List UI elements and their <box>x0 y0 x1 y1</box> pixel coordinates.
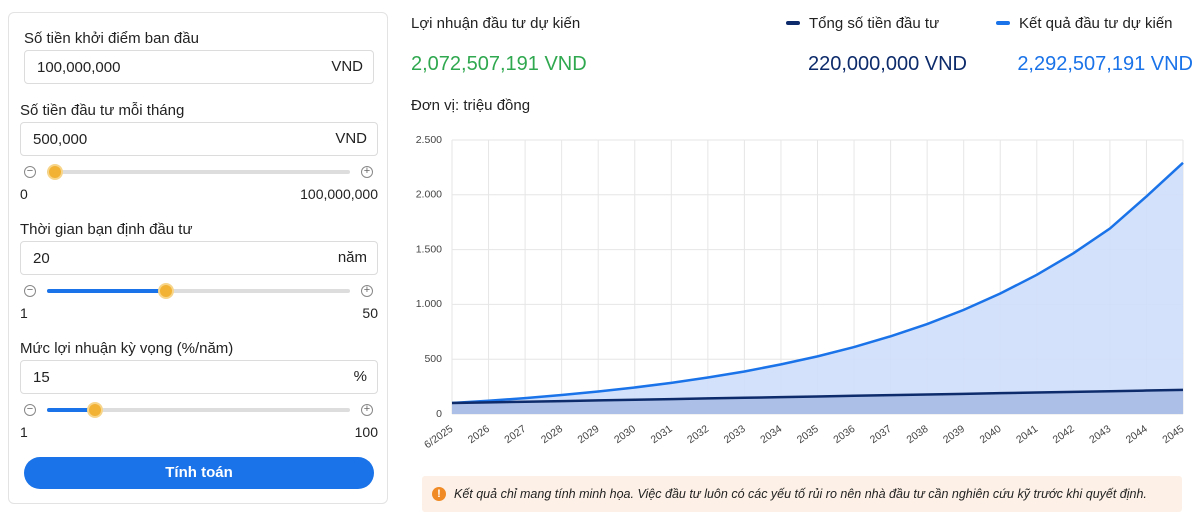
slider-track[interactable] <box>47 289 350 293</box>
y-tick-label: 0 <box>436 408 442 420</box>
slider-max: 100,000,000 <box>300 186 378 202</box>
input-unit: VND <box>331 58 363 75</box>
x-tick-label: 2035 <box>795 423 821 446</box>
decrement-button[interactable]: − <box>24 285 36 297</box>
slider-min: 0 <box>20 186 28 202</box>
slider-max: 50 <box>362 305 378 321</box>
input-unit: % <box>353 368 367 385</box>
x-tick-label: 2036 <box>831 423 857 446</box>
slider-fill <box>47 289 166 293</box>
slider-track[interactable] <box>47 408 350 412</box>
y-tick-label: 1.000 <box>416 298 442 310</box>
input-value: 20 <box>33 250 50 267</box>
x-tick-label: 2026 <box>466 423 492 446</box>
x-tick-label: 2029 <box>575 423 601 446</box>
x-tick-label: 2034 <box>758 423 784 446</box>
slider-min: 1 <box>20 305 28 321</box>
disclaimer-text: Kết quả chỉ mang tính minh họa. Việc đầu… <box>454 487 1147 501</box>
field-label: Số tiền đầu tư mỗi tháng <box>20 102 185 119</box>
total-invested-value: 220,000,000 VND <box>807 53 967 75</box>
line <box>451 388 1184 405</box>
y-tick-label: 2.500 <box>416 134 442 146</box>
text-input[interactable]: 15 % <box>20 360 378 394</box>
x-tick-label: 2038 <box>904 423 930 446</box>
x-tick-label: 2044 <box>1124 423 1150 446</box>
chart: 0 500 1.000 1.500 2.000 2.500 6/2025 2026 2027 20… <box>416 134 1187 451</box>
disclaimer: ! Kết quả chỉ mang tính minh họa. Việc đ… <box>422 476 1182 512</box>
slider-track[interactable] <box>47 170 350 174</box>
profit-label: Lợi nhuận đầu tư dự kiến <box>411 15 581 32</box>
text-input[interactable]: 20 năm <box>20 241 378 275</box>
x-tick-label: 2031 <box>649 423 675 446</box>
input-value: 100,000,000 <box>37 59 121 76</box>
input-value: 500,000 <box>33 131 88 148</box>
text-input[interactable]: 500,000 VND <box>20 122 378 156</box>
x-tick-label: 6/2025 <box>422 423 455 451</box>
legend-swatch <box>786 21 800 25</box>
x-tick-label: 2041 <box>1014 423 1040 446</box>
field-label: Thời gian bạn định đầu tư <box>20 221 193 238</box>
x-tick-label: 2045 <box>1160 423 1186 446</box>
increment-button[interactable]: + <box>361 285 373 297</box>
x-tick-label: 2040 <box>978 423 1004 446</box>
input-value: 15 <box>33 369 50 386</box>
x-tick-label: 2043 <box>1087 423 1113 446</box>
increment-button[interactable]: + <box>361 404 373 416</box>
legend-label: Kết quả đầu tư dự kiến <box>1019 15 1173 32</box>
slider-max: 100 <box>354 424 378 440</box>
input-unit: năm <box>337 249 367 266</box>
y-tick-label: 1.500 <box>416 243 442 255</box>
x-tick-label: 2032 <box>685 423 711 446</box>
y-tick-label: 500 <box>424 353 442 365</box>
area <box>452 162 1183 414</box>
legend-label: Tổng số tiền đầu tư <box>809 15 940 32</box>
line <box>451 161 1184 405</box>
field-label: Số tiền khởi điểm ban đầu <box>24 30 199 47</box>
slider-thumb[interactable] <box>87 402 103 418</box>
form-panel <box>8 12 388 504</box>
x-tick-label: 2039 <box>941 423 967 446</box>
text-input[interactable]: 100,000,000 VND <box>24 50 374 84</box>
field-label: Mức lợi nhuận kỳ vọng (%/năm) <box>20 340 234 357</box>
slider-thumb[interactable] <box>47 164 63 180</box>
increment-button[interactable]: + <box>361 166 373 178</box>
x-tick-label: 2037 <box>868 423 894 446</box>
legend-swatch <box>996 21 1010 25</box>
x-tick-label: 2042 <box>1051 423 1077 446</box>
input-unit: VND <box>335 130 367 147</box>
unit-note: Đơn vị: triệu đồng <box>411 97 531 114</box>
slider-thumb[interactable] <box>158 283 174 299</box>
calculate-button[interactable]: Tính toán <box>24 457 374 489</box>
profit-value: 2,072,507,191 VND <box>411 53 587 75</box>
y-tick-label: 2.000 <box>416 189 442 201</box>
warning-icon: ! <box>432 487 446 501</box>
x-tick-label: 2027 <box>502 423 528 446</box>
slider-fill <box>47 408 95 412</box>
x-tick-label: 2028 <box>539 423 565 446</box>
x-tick-label: 2030 <box>612 423 638 446</box>
decrement-button[interactable]: − <box>24 166 36 178</box>
x-tick-label: 2033 <box>722 423 748 446</box>
slider-min: 1 <box>20 424 28 440</box>
decrement-button[interactable]: − <box>24 404 36 416</box>
result-value: 2,292,507,191 VND <box>1017 53 1193 75</box>
area <box>452 389 1183 414</box>
